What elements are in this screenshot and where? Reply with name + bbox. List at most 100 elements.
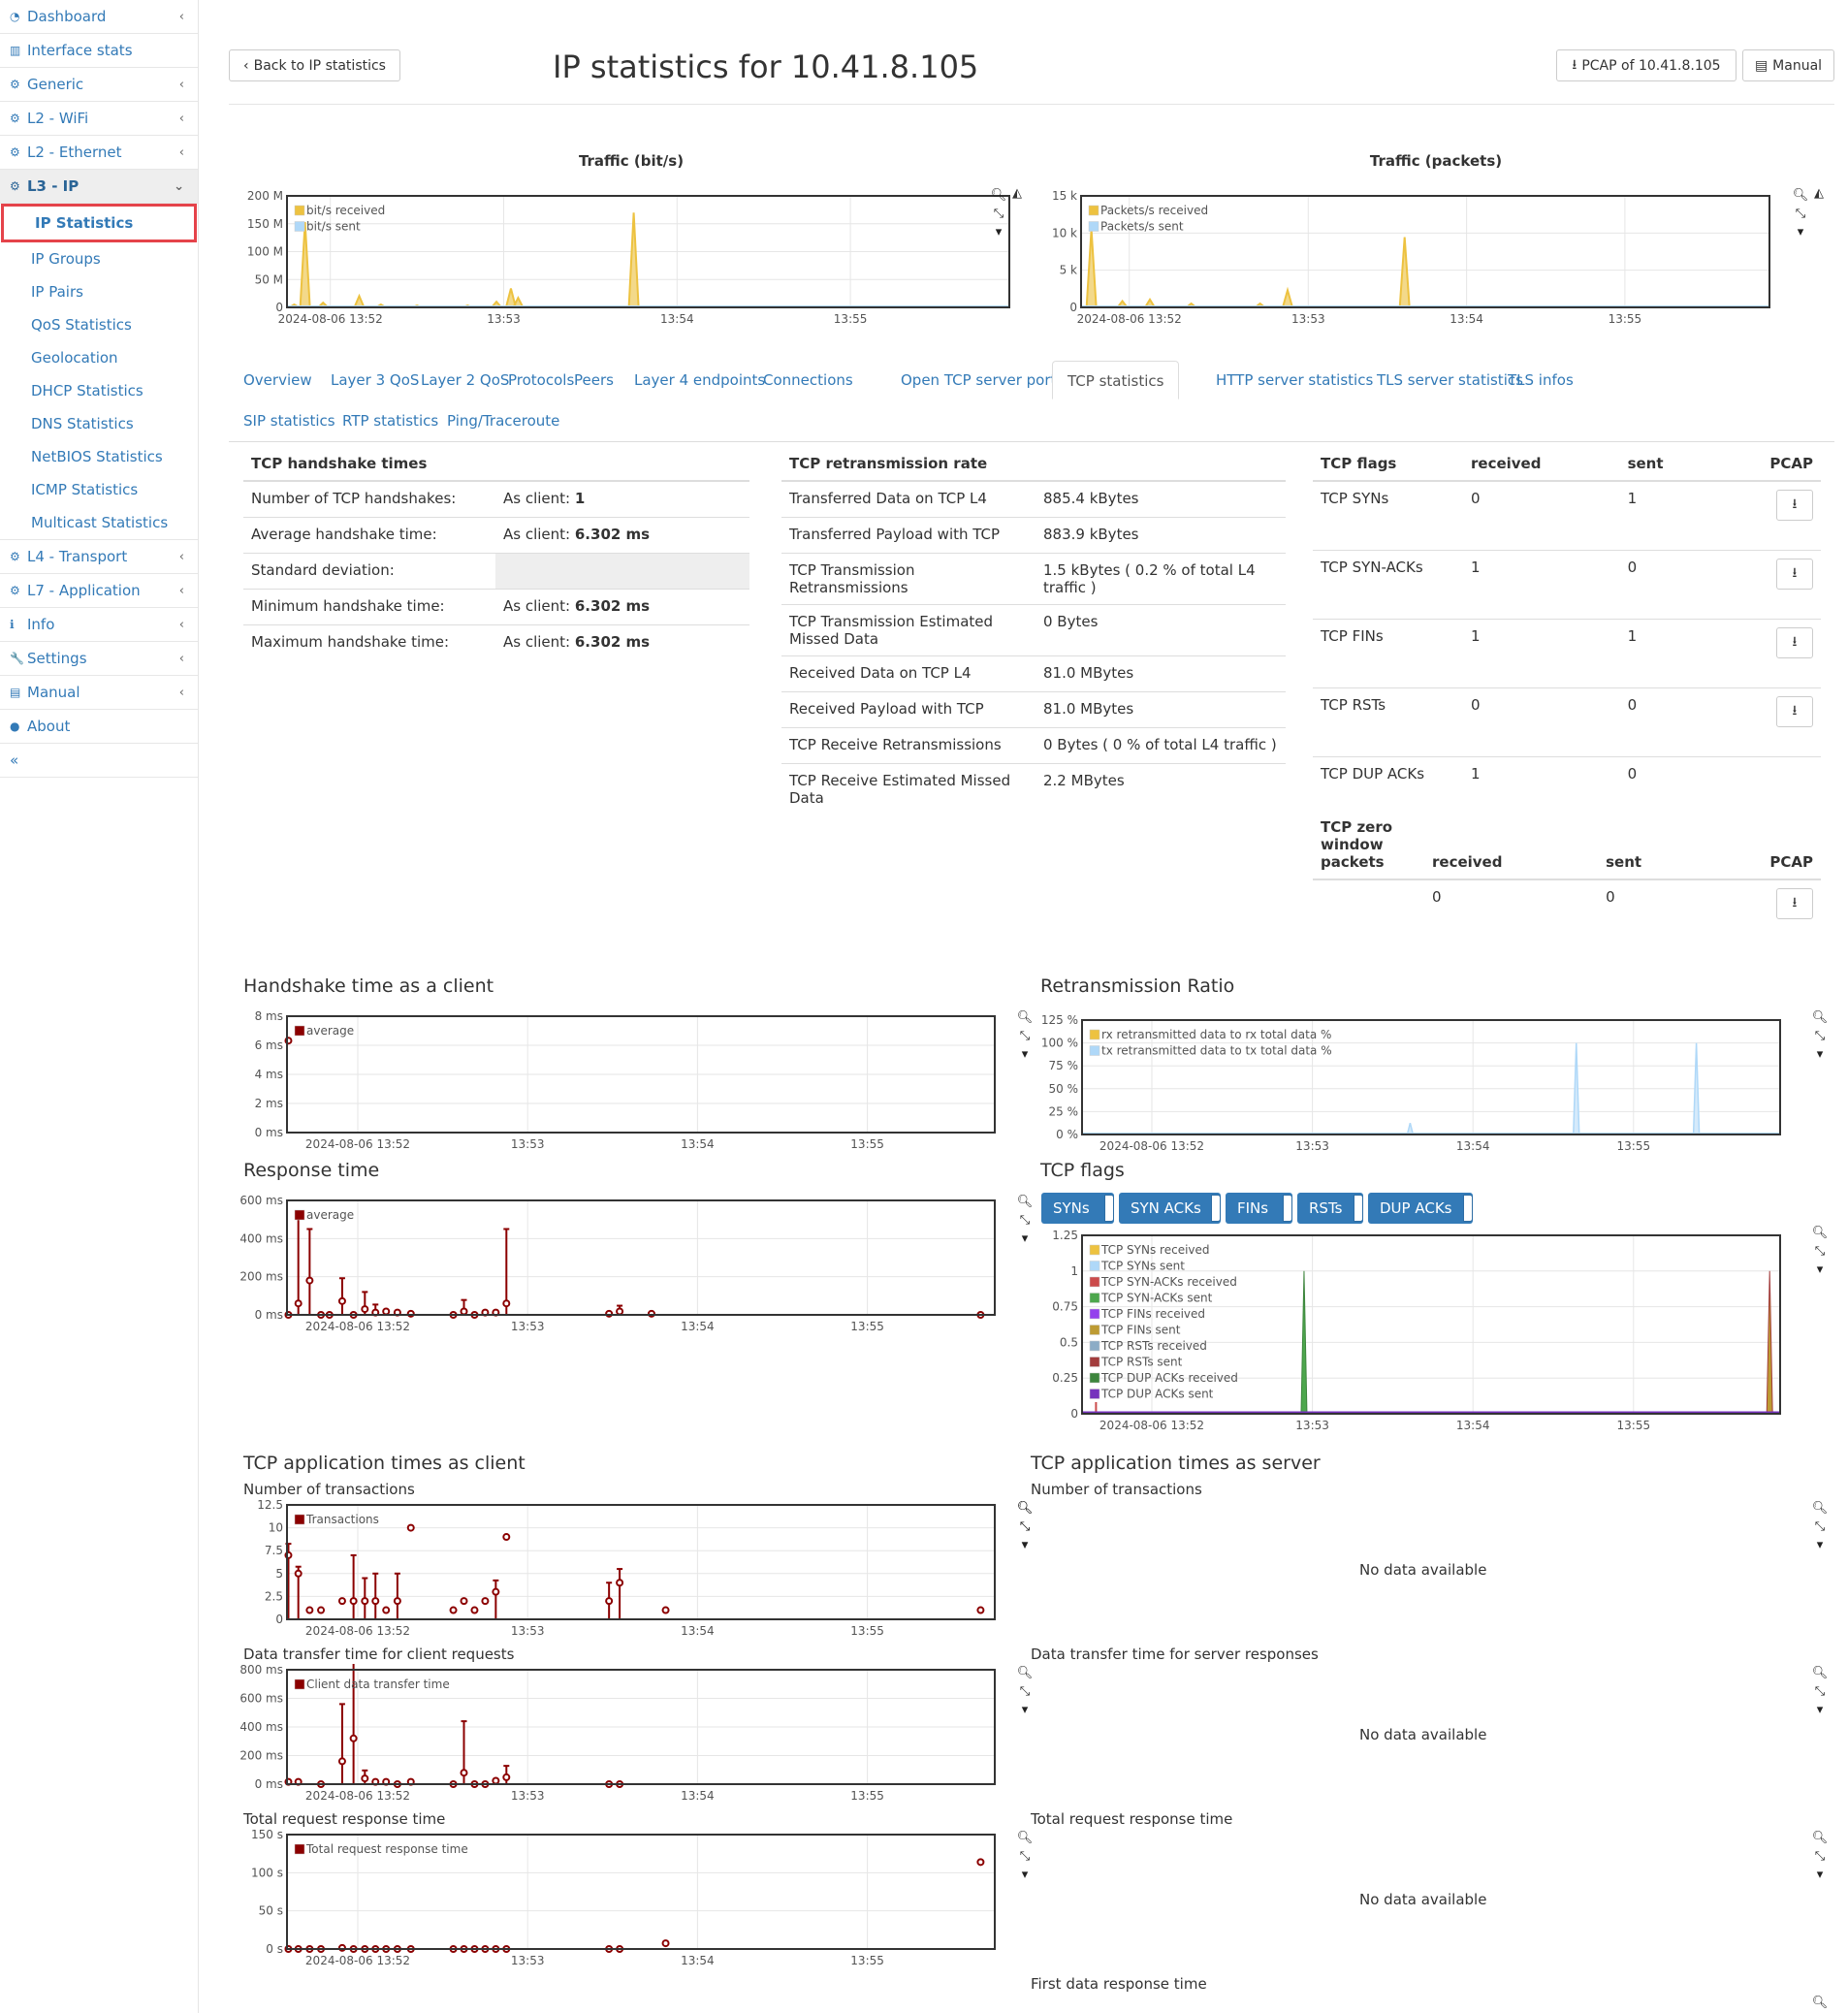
reset-zoom-icon[interactable]: ⤡: [1814, 1684, 1826, 1699]
sidebar-sub-multicast-statistics[interactable]: Multicast Statistics: [31, 514, 169, 531]
sidebar-sub-qos-statistics[interactable]: QoS Statistics: [31, 316, 132, 334]
manual-button[interactable]: ▤ Manual: [1742, 49, 1834, 81]
sidebar-collapse-button[interactable]: «: [0, 744, 198, 778]
flag-toggle-syn-acks[interactable]: SYN ACKs: [1119, 1193, 1221, 1224]
zoom-icon[interactable]: 🔍︎: [1811, 1010, 1829, 1025]
reset-zoom-icon[interactable]: ⤡: [1814, 1519, 1826, 1534]
reset-zoom-icon[interactable]: ⤡: [1019, 1849, 1031, 1864]
zoom-icon[interactable]: 🔍︎: [1792, 188, 1809, 203]
tab-overview[interactable]: Overview: [243, 371, 312, 389]
caret-down-icon[interactable]: ▾: [1021, 1538, 1029, 1552]
zoom-icon[interactable]: 🔍︎: [1016, 1501, 1034, 1516]
caret-down-icon[interactable]: ▾: [1021, 1231, 1029, 1246]
tab-layer-4-endpoints[interactable]: Layer 4 endpoints: [634, 371, 766, 389]
zoom-icon[interactable]: 🔍︎: [1811, 1226, 1829, 1240]
caret-down-icon[interactable]: ▾: [1816, 1047, 1824, 1062]
zoom-icon[interactable]: 🔍︎: [1016, 1010, 1034, 1025]
pcap-download-button[interactable]: ⭳: [1776, 888, 1813, 919]
tab-sip-statistics[interactable]: SIP statistics: [243, 412, 335, 430]
caret-down-icon[interactable]: ▾: [1021, 1047, 1029, 1062]
reset-zoom-icon[interactable]: ⤡: [1795, 207, 1806, 221]
reset-zoom-icon[interactable]: ⤡: [1019, 1519, 1031, 1534]
reset-zoom-icon[interactable]: ⤡: [1814, 1244, 1826, 1259]
toggle-switch[interactable]: [1211, 1195, 1221, 1222]
retransmission-table: TCP retransmission rate Transferred Data …: [781, 447, 1286, 815]
sidebar-sub-geolocation[interactable]: Geolocation: [31, 349, 118, 367]
tab-layer-2-qos[interactable]: Layer 2 QoS: [421, 371, 510, 389]
reset-zoom-icon[interactable]: ⤡: [1814, 1029, 1826, 1043]
zoom-icon[interactable]: 🔍︎: [990, 188, 1007, 203]
reset-zoom-icon[interactable]: ⤡: [1814, 1849, 1826, 1864]
toggle-switch[interactable]: [1283, 1195, 1292, 1222]
zoom-icon[interactable]: 🔍︎: [1811, 1831, 1829, 1845]
pcap-download-button[interactable]: ⭳ PCAP of 10.41.8.105: [1556, 49, 1736, 81]
flag-toggle-dup-acks[interactable]: DUP ACKs: [1368, 1193, 1473, 1224]
tab-ping-traceroute[interactable]: Ping/Traceroute: [447, 412, 560, 430]
tab-tls-server-statistics[interactable]: TLS server statistics: [1377, 371, 1523, 389]
reset-zoom-icon[interactable]: ⤡: [1019, 1213, 1031, 1228]
flag-toggle-syns[interactable]: SYNs: [1041, 1193, 1114, 1224]
sidebar-item-l4-transport[interactable]: ⚙ L4 - Transport ‹: [0, 540, 198, 574]
caret-down-icon[interactable]: ▾: [1816, 1703, 1824, 1717]
sidebar-item-interface-stats[interactable]: ▥ Interface stats: [0, 34, 198, 68]
tab-peers[interactable]: Peers: [574, 371, 614, 389]
sidebar-sub-dns-statistics[interactable]: DNS Statistics: [31, 415, 134, 432]
sidebar-sub-ip-statistics[interactable]: IP Statistics: [1, 204, 197, 242]
reset-zoom-icon[interactable]: ⤡: [1019, 1029, 1031, 1043]
sidebar-item-dashboard[interactable]: ◔ Dashboard ‹: [0, 0, 198, 34]
sidebar-item-l3-ip[interactable]: ⚙ L3 - IP ⌄: [0, 170, 198, 204]
reset-zoom-icon[interactable]: ⤡: [1019, 1684, 1031, 1699]
zoom-icon[interactable]: 🔍︎: [1016, 1501, 1034, 1516]
zoom-icon[interactable]: 🔍︎: [1811, 1501, 1829, 1516]
sidebar-item-l2-wifi[interactable]: ⚙ L2 - WiFi ‹: [0, 102, 198, 136]
caret-down-icon[interactable]: ▾: [1816, 1868, 1824, 1882]
toggle-switch[interactable]: [1354, 1195, 1363, 1222]
zoom-icon[interactable]: 🔍︎: [1016, 1195, 1034, 1209]
data-point: [294, 1569, 303, 1578]
back-button[interactable]: ‹ Back to IP statistics: [229, 49, 400, 81]
toggle-switch[interactable]: [1463, 1195, 1473, 1222]
tab-tls-infos[interactable]: TLS infos: [1508, 371, 1574, 389]
sidebar-sub-ip-pairs[interactable]: IP Pairs: [31, 283, 83, 301]
area-chart-icon[interactable]: ◭: [1814, 186, 1824, 201]
sidebar-item-generic[interactable]: ⚙ Generic ‹: [0, 68, 198, 102]
tab-layer-3-qos[interactable]: Layer 3 QoS: [331, 371, 420, 389]
sidebar-item-settings[interactable]: 🔧 Settings ‹: [0, 642, 198, 676]
zoom-icon[interactable]: 🔍︎: [1016, 1831, 1034, 1845]
tab-connections[interactable]: Connections: [763, 371, 853, 389]
sidebar-sub-netbios-statistics[interactable]: NetBIOS Statistics: [31, 448, 163, 465]
sidebar-sub-icmp-statistics[interactable]: ICMP Statistics: [31, 481, 139, 498]
reset-zoom-icon[interactable]: ⤡: [993, 207, 1004, 221]
tab-open-tcp-server-ports[interactable]: Open TCP server ports: [901, 371, 1065, 389]
toggle-switch[interactable]: [1104, 1195, 1114, 1222]
pcap-download-button[interactable]: ⭳: [1776, 558, 1813, 590]
zoom-icon[interactable]: 🔍︎: [1811, 1996, 1829, 2010]
sidebar-sub-dhcp-statistics[interactable]: DHCP Statistics: [31, 382, 143, 399]
pcap-download-button[interactable]: ⭳: [1776, 626, 1813, 658]
tab-rtp-statistics[interactable]: RTP statistics: [342, 412, 439, 430]
caret-down-icon[interactable]: ▾: [1816, 1538, 1824, 1552]
sidebar-sub-ip-groups[interactable]: IP Groups: [31, 250, 101, 268]
tab-http-server-statistics[interactable]: HTTP server statistics: [1216, 371, 1374, 389]
caret-down-icon[interactable]: ▾: [1021, 1538, 1029, 1552]
flag-toggle-rsts[interactable]: RSTs: [1297, 1193, 1363, 1224]
area-chart-icon[interactable]: ◭: [1012, 186, 1022, 201]
sidebar-item-l7-application[interactable]: ⚙ L7 - Application ‹: [0, 574, 198, 608]
pcap-download-button[interactable]: ⭳: [1776, 695, 1813, 727]
caret-down-icon[interactable]: ▾: [995, 225, 1003, 240]
caret-down-icon[interactable]: ▾: [1021, 1703, 1029, 1717]
reset-zoom-icon[interactable]: ⤡: [1019, 1519, 1031, 1534]
zoom-icon[interactable]: 🔍︎: [1811, 1666, 1829, 1680]
sidebar-item-manual[interactable]: ▤ Manual ‹: [0, 676, 198, 710]
sidebar-item-l2-ethernet[interactable]: ⚙ L2 - Ethernet ‹: [0, 136, 198, 170]
zoom-icon[interactable]: 🔍︎: [1016, 1666, 1034, 1680]
flag-toggle-fins[interactable]: FINs: [1226, 1193, 1292, 1224]
sidebar-item-info[interactable]: ℹ Info ‹: [0, 608, 198, 642]
caret-down-icon[interactable]: ▾: [1816, 1262, 1824, 1277]
caret-down-icon[interactable]: ▾: [1021, 1868, 1029, 1882]
pcap-download-button[interactable]: ⭳: [1776, 490, 1813, 521]
caret-down-icon[interactable]: ▾: [1797, 225, 1804, 240]
tab-tcp-statistics[interactable]: TCP statistics: [1052, 361, 1180, 399]
sidebar-item-about[interactable]: ● About: [0, 710, 198, 744]
tab-protocols[interactable]: Protocols: [508, 371, 575, 389]
